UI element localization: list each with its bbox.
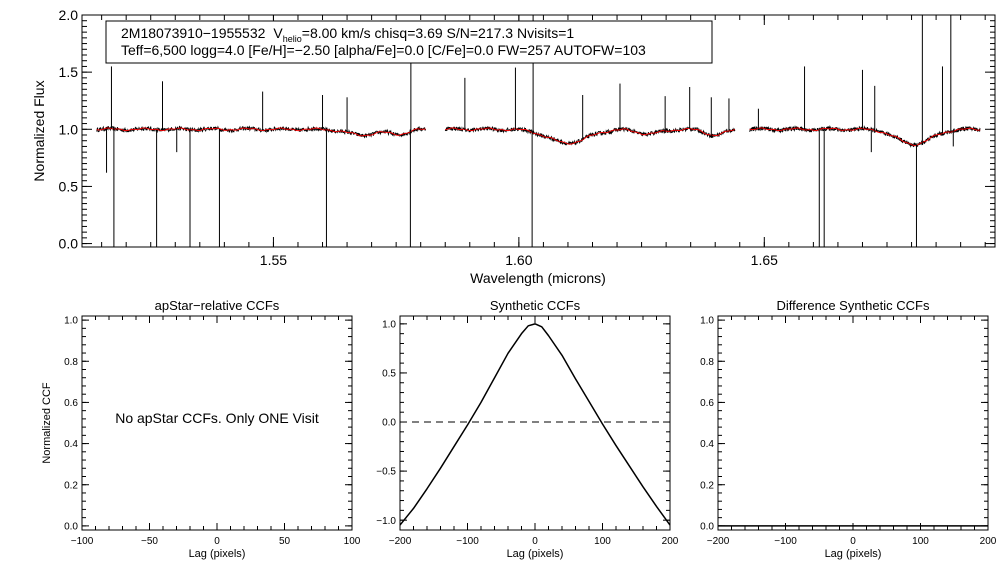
annotation-box-border (105, 20, 713, 64)
y-tick-label: 0.0 (382, 418, 396, 429)
y-tick-label: 1.0 (700, 316, 714, 327)
x-tick-label: 100 (912, 536, 929, 547)
x-tick-label: −100 (71, 536, 94, 547)
x-tick-label: −50 (141, 536, 158, 547)
apstar-panel-title: apStar−relative CCFs (155, 298, 280, 313)
y-tick-label: 1.0 (64, 316, 78, 327)
y-tick-label: 0.4 (64, 439, 78, 450)
synthetic-y-ticks: −1.0 −0.5 0.0 0.5 1.0 (376, 319, 670, 527)
difference-ccf-panel: Difference Synthetic CCFs −200 −100 0 100 20… (700, 298, 997, 560)
difference-x-axis-label: Lag (pixels) (825, 548, 882, 560)
x-tick-label: −100 (456, 536, 479, 547)
x-tick-label: 100 (344, 536, 361, 547)
x-tick-label: −200 (389, 536, 412, 547)
synthetic-x-axis-label: Lag (pixels) (507, 548, 564, 560)
x-tick-label: 1.65 (751, 252, 778, 268)
spectrum-x-axis-label: Wavelength (microns) (470, 270, 606, 286)
y-tick-label: 1.0 (382, 319, 396, 330)
synthetic-x-ticks: −200 −100 0 100 200 (389, 316, 679, 547)
x-tick-label: 1.55 (260, 252, 287, 268)
spectrum-x-ticks: 1.55 1.60 1.65 (101, 15, 986, 268)
y-tick-label: −1.0 (376, 516, 396, 527)
x-tick-label: −200 (707, 536, 730, 547)
x-tick-label: 1.60 (505, 252, 532, 268)
y-tick-label: 0.0 (64, 521, 78, 532)
y-tick-label: 0.5 (382, 369, 396, 380)
y-tick-label: 1.5 (59, 64, 79, 80)
annotation-line-1-params: =8.00 km/s chisq=3.69 S/N=217.3 Nvisits=… (302, 25, 575, 41)
apstar-y-axis-label: Normalized CCF (41, 382, 53, 464)
y-tick-label: 0.8 (700, 357, 714, 368)
spectrum-axes-frame (81, 14, 996, 248)
x-tick-label: −100 (774, 536, 797, 547)
spectrum-annotation-box: 2M18073910−1955532 Vhelio=8.00 km/s chisq… (105, 20, 713, 64)
spectrum-y-ticks: 0.0 0.5 1.0 1.5 2.0 (59, 7, 995, 252)
spectrum-y-axis-label: Normalized Flux (31, 80, 47, 181)
y-tick-label: 0.0 (700, 521, 714, 532)
spectrum-panel: 1.55 1.60 1.65 0.0 0.5 1.0 1.5 2.0 Wavelength … (31, 7, 996, 286)
y-tick-label: 1.0 (59, 121, 79, 137)
y-tick-label: 0.6 (64, 398, 78, 409)
annotation-star-id: 2M18073910−1955532 (121, 25, 266, 41)
annotation-line-2: Teff=6,500 logg=4.0 [Fe/H]=−2.50 [alpha/… (121, 42, 646, 58)
apstar-no-data-message: No apStar CCFs. Only ONE Visit (115, 410, 319, 426)
synthetic-data (399, 323, 671, 526)
model-spectrum-line (445, 127, 735, 145)
x-tick-label: 100 (594, 536, 611, 547)
y-tick-label: 0.2 (64, 480, 78, 491)
apstar-ccf-panel: apStar−relative CCFs −100 −50 0 50 100 0.00.… (41, 298, 361, 560)
y-tick-label: 0.2 (700, 480, 714, 491)
annotation-v-subscript: helio (283, 34, 302, 44)
x-tick-label: 0 (850, 536, 856, 547)
synthetic-ccf-panel: Synthetic CCFs −200 −100 0 100 200 −1.0 −0.5 0… (376, 298, 679, 560)
difference-panel-title: Difference Synthetic CCFs (777, 298, 930, 313)
x-tick-label: 200 (662, 536, 679, 547)
apstar-y-ticks: 0.0 0.2 0.4 0.6 0.8 1.0 (64, 316, 352, 532)
y-tick-label: 0.4 (700, 439, 714, 450)
x-tick-label: 0 (532, 536, 538, 547)
spectrum-data (96, 15, 981, 247)
y-tick-label: 0.5 (59, 178, 79, 194)
x-tick-label: 50 (279, 536, 291, 547)
apstar-x-ticks: −100 −50 0 50 100 (71, 316, 361, 547)
synthetic-panel-title: Synthetic CCFs (490, 298, 581, 313)
model-spectrum-line (749, 127, 981, 146)
annotation-v-symbol: V (273, 25, 283, 41)
y-tick-label: 0.6 (700, 398, 714, 409)
annotation-line-1: 2M18073910−1955532 Vhelio=8.00 km/s chisq… (121, 25, 574, 44)
y-tick-label: −0.5 (376, 467, 396, 478)
x-tick-label: 200 (980, 536, 997, 547)
apstar-x-axis-label: Lag (pixels) (189, 548, 246, 560)
y-tick-label: 0.0 (59, 236, 79, 252)
y-tick-label: 2.0 (59, 7, 79, 23)
x-tick-label: 0 (214, 536, 220, 547)
synthetic-ccf-line (399, 323, 671, 526)
model-spectrum-line (96, 127, 426, 137)
y-tick-label: 0.8 (64, 357, 78, 368)
difference-y-ticks: 0.0 0.2 0.4 0.6 0.8 1.0 (700, 316, 988, 532)
